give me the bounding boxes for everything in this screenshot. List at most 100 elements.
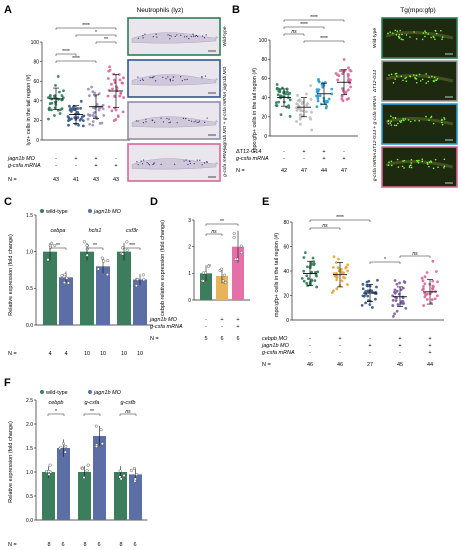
significance-bracket [49,247,67,250]
panel-f: F Relative expression (fold change) 0.0 0… [4,377,148,548]
significance-bracket [75,34,117,37]
data-point [423,275,427,279]
data-point [305,92,308,96]
data-point [368,303,372,306]
condition-sign: - [55,156,57,162]
condition-sign: + [322,149,325,155]
data-point [119,91,123,95]
data-point [121,246,125,250]
panel-c-n-label: N = [8,351,17,357]
data-point [404,306,408,310]
data-point [95,103,99,106]
stained-cell [190,35,192,38]
y-tick-label: 80 [33,59,39,65]
gfp-cell [405,76,408,79]
gfp-cell [410,166,413,169]
gfp-cell [427,80,430,83]
data-point [65,276,69,280]
stained-cell [181,80,183,82]
data-point [300,109,304,113]
stained-cell [142,37,144,39]
data-point [430,298,434,301]
gfp-cell [435,32,438,35]
y-tick-label: 0.0 [26,518,33,524]
gfp-cell [401,33,403,36]
data-point [394,299,398,302]
bar [42,472,55,520]
data-point [274,101,278,105]
data-point [360,303,364,307]
stained-cell [140,160,142,162]
image-label: Wild-type [222,26,228,46]
data-point [58,90,61,94]
significance-bracket [309,219,371,222]
legend-label: jagn1b MO [93,390,122,396]
data-point [47,107,51,111]
stained-cell [142,159,145,161]
data-point [82,475,86,479]
stained-cell [192,35,195,37]
y-tick-label: 0.5 [26,286,33,292]
gfp-cell [418,120,420,122]
panel-d-n-label: N = [150,336,159,342]
data-point [48,102,52,106]
significance-label: **** [300,22,308,28]
data-point [59,445,63,449]
data-point [88,122,92,126]
legend-label: wild-type [45,209,68,215]
gfp-cell [389,122,392,124]
data-point [425,271,429,274]
data-point [102,114,106,117]
stained-cell [142,122,144,124]
image-label: ΔT12-G14 [372,70,378,93]
gfp-cell [443,116,445,119]
y-tick-label: 0 [264,134,267,140]
panel-e-row-label: jagn1b MO [261,343,290,349]
data-point [287,104,291,108]
panel-b-row-label: g-csfa mRNA [236,156,269,162]
significance-label: ns [125,409,131,415]
stained-cell [172,79,174,82]
data-point [376,278,379,282]
data-point [58,112,62,115]
panel-a-row-label: jagn1b MO [7,156,36,162]
data-point [434,270,438,273]
data-point [118,78,122,82]
data-point [435,294,439,298]
gfp-cell [390,164,393,167]
data-point [48,463,52,467]
data-point [340,279,344,283]
gfp-cell [421,78,424,81]
y-tick-label: 60 [283,244,289,250]
n-value: 10 [84,351,90,357]
gene-label: hcls1 [89,228,102,234]
condition-sign: + [322,156,325,162]
gfp-cell [395,72,398,75]
gfp-cell [390,124,393,126]
y-tick-label: 0 [286,318,289,324]
significance-bracket [283,19,345,22]
panel-d: D cebpb relative expression (fold change… [149,196,250,342]
y-tick-label: 0 [36,138,39,144]
data-point [85,469,89,473]
data-point [296,103,300,106]
panel-d-row-label: g-csfa mRNA [150,324,183,330]
gfp-cell [399,120,401,123]
gfp-cell [428,76,430,79]
data-point [364,301,368,305]
data-point [48,93,52,97]
gfp-cell [413,31,415,33]
data-point [310,279,313,283]
panel-f-plot: 0.00.51.01.52.02.5 cebpb g-csfa g-csfb* ** ns… [26,390,148,548]
stained-cell [135,120,137,122]
stained-cell [184,79,186,81]
stained-cell [169,78,171,80]
significance-label: ns [412,251,418,257]
gfp-cell [403,159,406,162]
gfp-cell [398,36,401,39]
n-value: 27 [367,362,373,368]
data-point [285,87,289,91]
data-point [395,289,399,293]
stained-cell [193,163,195,165]
